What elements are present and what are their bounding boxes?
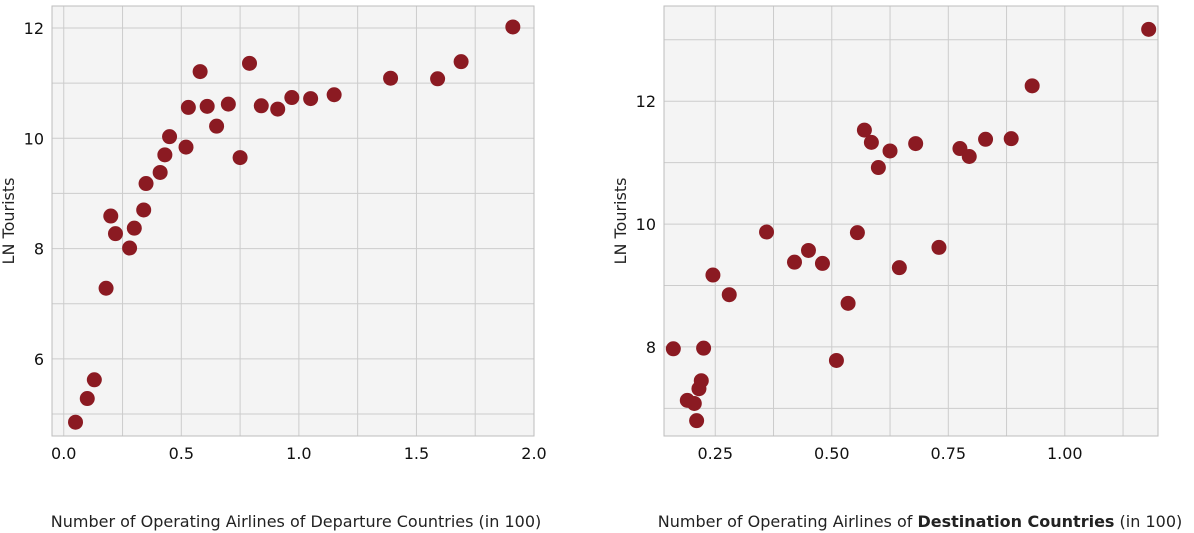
right-y-tick-labels: 8 10 12	[636, 92, 656, 357]
left-y-axis-label: LN Tourists	[0, 178, 18, 265]
data-point	[79, 391, 95, 407]
data-point	[1024, 78, 1040, 94]
data-point	[978, 131, 994, 147]
data-point	[136, 202, 152, 218]
x-tick-label: 0.25	[697, 444, 733, 463]
data-point	[180, 99, 196, 115]
data-point	[759, 224, 775, 240]
right-x-axis-label-part-1: Number of Operating Airlines of	[658, 512, 918, 531]
right-x-axis-label-bold: Destination Countries	[917, 512, 1114, 531]
y-tick-label: 10	[636, 215, 656, 234]
left-x-tick-labels: 0.0 0.5 1.0 1.5 2.0	[51, 444, 547, 463]
y-tick-label: 10	[24, 129, 44, 148]
left-points	[68, 19, 521, 430]
data-point	[863, 134, 879, 150]
right-x-axis-label: Number of Operating Airlines of Destinat…	[658, 512, 1182, 531]
data-point	[162, 129, 178, 145]
data-point	[1003, 131, 1019, 147]
data-point	[1141, 21, 1157, 37]
data-point	[814, 255, 830, 271]
data-point	[689, 413, 705, 429]
data-point	[931, 239, 947, 255]
data-point	[828, 352, 844, 368]
x-tick-label: 0.5	[169, 444, 194, 463]
data-point	[686, 395, 702, 411]
y-tick-label: 8	[646, 338, 656, 357]
data-point	[178, 139, 194, 155]
data-point	[840, 295, 856, 311]
data-point	[303, 91, 319, 107]
right-chart: 0.25 0.50 0.75 1.00 8 10 12 Number of Operati…	[611, 5, 1182, 531]
data-point	[199, 98, 215, 114]
left-plot-frame	[51, 5, 535, 437]
x-tick-label: 0.0	[51, 444, 76, 463]
data-point	[383, 70, 399, 86]
y-tick-label: 12	[636, 92, 656, 111]
data-point	[242, 55, 258, 71]
data-point	[126, 220, 142, 236]
data-point	[665, 341, 681, 357]
data-point	[86, 372, 102, 388]
x-tick-label: 1.0	[286, 444, 311, 463]
y-tick-label: 6	[34, 350, 44, 369]
data-point	[856, 122, 872, 138]
left-chart: 0.0 0.5 1.0 1.5 2.0 6 8 10 12 Number of Operati…	[0, 5, 547, 531]
x-tick-label: 2.0	[521, 444, 546, 463]
x-tick-label: 0.50	[814, 444, 850, 463]
data-point	[103, 208, 119, 224]
data-point	[192, 64, 208, 80]
data-point	[786, 254, 802, 270]
data-point	[705, 267, 721, 283]
data-point	[430, 71, 446, 87]
data-point	[870, 160, 886, 176]
data-point	[107, 226, 123, 242]
data-point	[908, 136, 924, 152]
data-point	[220, 96, 236, 112]
data-point	[152, 164, 168, 180]
left-gridlines	[52, 6, 535, 436]
left-plot-area	[52, 6, 534, 436]
data-point	[138, 176, 154, 192]
data-point	[326, 87, 342, 103]
data-point	[232, 150, 248, 166]
x-tick-label: 1.5	[404, 444, 429, 463]
data-point	[209, 118, 225, 134]
data-point	[721, 287, 737, 303]
right-gridlines	[664, 6, 1158, 436]
data-point	[849, 225, 865, 241]
x-tick-label: 1.00	[1047, 444, 1083, 463]
data-point	[696, 340, 712, 356]
y-tick-label: 8	[34, 240, 44, 259]
data-point	[891, 260, 907, 276]
right-x-axis-label-part-2: (in 100)	[1114, 512, 1182, 531]
data-point	[693, 373, 709, 389]
y-tick-label: 12	[24, 19, 44, 38]
data-point	[800, 242, 816, 258]
data-point	[253, 98, 269, 114]
right-x-tick-labels: 0.25 0.50 0.75 1.00	[697, 444, 1082, 463]
data-point	[270, 101, 286, 117]
right-y-axis-label: LN Tourists	[611, 178, 630, 265]
left-x-axis-label: Number of Operating Airlines of Departur…	[51, 512, 542, 531]
right-plot-area	[664, 6, 1158, 436]
left-y-tick-labels: 6 8 10 12	[24, 19, 44, 369]
data-point	[882, 143, 898, 159]
data-point	[505, 19, 521, 35]
data-point	[961, 149, 977, 164]
data-point	[68, 414, 84, 430]
data-point	[122, 240, 138, 256]
data-point	[157, 147, 173, 163]
data-point	[453, 54, 469, 70]
data-point	[98, 280, 114, 296]
x-tick-label: 0.75	[930, 444, 966, 463]
right-points	[665, 21, 1157, 429]
data-point	[284, 90, 300, 106]
right-plot-frame	[663, 5, 1159, 437]
